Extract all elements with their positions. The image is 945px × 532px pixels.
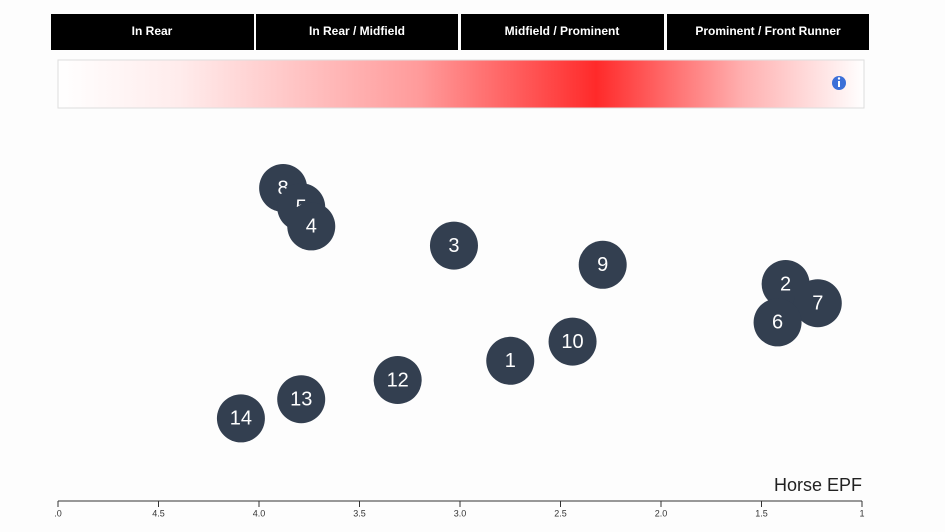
horse-label: 3: [448, 235, 459, 257]
horse-marker: [578, 240, 627, 289]
plot: .04.54.03.53.02.52.01.518543927610112131…: [54, 164, 865, 518]
x-tick-label: 2.0: [655, 508, 668, 518]
tab[interactable]: [256, 14, 458, 50]
horse-label: 6: [772, 312, 783, 334]
horse-marker: [373, 356, 422, 404]
tab-label: Midfield / Prominent: [505, 24, 620, 38]
horse-marker: [287, 202, 336, 251]
tab[interactable]: [667, 14, 869, 50]
tab[interactable]: [51, 14, 254, 50]
x-axis-title: Horse EPF: [774, 475, 862, 495]
horse-label: 1: [505, 350, 516, 372]
x-tick-label: 4.0: [253, 508, 266, 518]
horse-label: 10: [561, 331, 583, 353]
horse-marker: [486, 336, 535, 385]
horse-marker: [548, 317, 597, 366]
info-icon[interactable]: [832, 76, 846, 90]
horse-marker: [753, 298, 802, 347]
tabs: In Rear In Rear / Midfield Midfield / Pr…: [51, 14, 869, 50]
horse-label: 4: [306, 216, 317, 238]
tab-label: In Rear / Midfield: [309, 24, 405, 38]
x-tick-label: .0: [54, 508, 62, 518]
horse-label: 9: [597, 254, 608, 276]
horse-label: 12: [387, 369, 409, 391]
x-tick-label: 1: [859, 508, 864, 518]
horse-marker: [429, 221, 478, 270]
horse-label: 7: [812, 292, 823, 314]
x-tick-label: 4.5: [152, 508, 165, 518]
horse-marker: [216, 394, 265, 443]
x-tick-label: 1.5: [755, 508, 768, 518]
x-tick-label: 3.0: [454, 508, 467, 518]
tab-label: Prominent / Front Runner: [695, 24, 841, 38]
heat-bar: [57, 59, 865, 109]
horse-label: 2: [780, 273, 791, 295]
tab-label: In Rear: [132, 24, 173, 38]
horse-label: 13: [290, 388, 312, 410]
horse-label: 14: [230, 408, 252, 430]
horse-marker: [793, 279, 842, 328]
x-tick-label: 2.5: [554, 508, 567, 518]
x-tick-label: 3.5: [353, 508, 366, 518]
tab[interactable]: [461, 14, 664, 50]
horse-marker: [277, 375, 326, 424]
horse-label: 8: [278, 177, 289, 199]
